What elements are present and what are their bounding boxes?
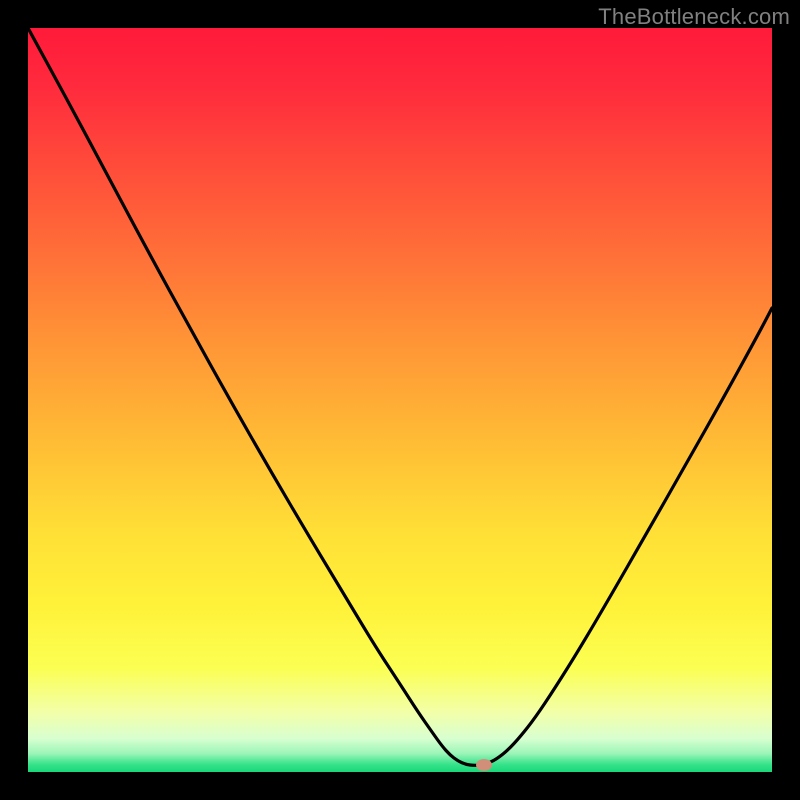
gradient-background <box>28 28 772 772</box>
chart-root: TheBottleneck.com <box>0 0 800 800</box>
watermark-text: TheBottleneck.com <box>598 4 790 30</box>
optimal-point-marker <box>476 759 492 771</box>
bottleneck-chart <box>0 0 800 800</box>
